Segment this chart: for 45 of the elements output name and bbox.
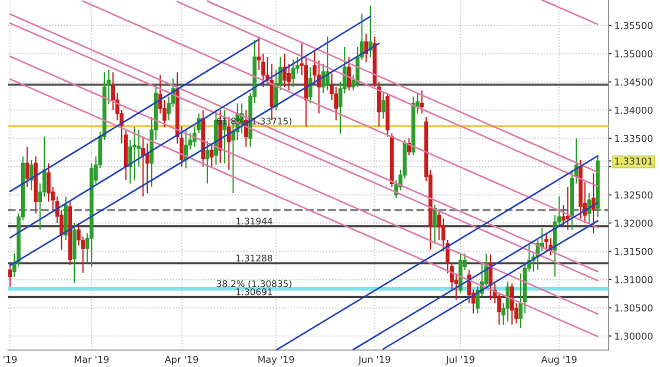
y-tick-label: 1.32000: [615, 220, 653, 227]
x-tick-label: Mar '19: [74, 356, 109, 363]
x-tick-label: Aug '19: [541, 356, 577, 365]
x-tick-label: Jul '19: [446, 356, 474, 365]
candlestick: [291, 59, 296, 88]
x-tick-label: Apr '19: [164, 356, 198, 365]
candlestick: [476, 286, 480, 314]
ref-line-label: 1.31944: [236, 218, 272, 224]
candlestick: [420, 90, 424, 114]
candlestick: [308, 66, 312, 104]
y-tick-label: 1.35500: [615, 22, 653, 30]
y-tick-label: 1.34000: [615, 106, 653, 114]
y-tick-label: 1.32500: [615, 191, 653, 199]
candlestick: [210, 142, 214, 168]
x-tick-label: May '19: [258, 356, 294, 365]
candlestick: [25, 146, 30, 188]
y-tick-label: 1.31500: [615, 248, 653, 256]
candlestick: [30, 159, 34, 191]
candlestick: [347, 56, 351, 91]
y-tick-label: 1.31000: [615, 276, 653, 284]
y-tick-label: 1.30500: [615, 304, 653, 312]
x-tick-label: Jun '19: [358, 356, 390, 365]
candlestick: [128, 139, 132, 184]
candlestick: [506, 281, 510, 322]
candlestick: [46, 162, 51, 202]
candlestick: [286, 63, 291, 91]
candlestick: [136, 129, 141, 168]
x-tick-label: '19: [4, 356, 17, 363]
y-tick-label: 1.33101: [615, 157, 652, 165]
candlestick: [312, 50, 317, 84]
y-tick-label: 1.34500: [615, 78, 653, 86]
candlestick: [8, 262, 12, 288]
ref-line-label: 38.2% (1.30835): [216, 280, 292, 288]
candlestick: [566, 186, 570, 230]
candlestick: [145, 142, 150, 194]
ref-line-label: 1.31288: [236, 254, 272, 262]
y-tick-label: 1.33500: [615, 134, 653, 142]
candlestick: [76, 222, 81, 246]
y-tick-label: 1.35000: [615, 50, 653, 58]
candlestick: [141, 136, 146, 198]
candlestick: [205, 140, 210, 184]
y-tick-label: 1.30000: [615, 332, 653, 340]
candlestick: [544, 232, 548, 252]
candlestick: [510, 282, 514, 326]
candlestick: [381, 92, 386, 120]
